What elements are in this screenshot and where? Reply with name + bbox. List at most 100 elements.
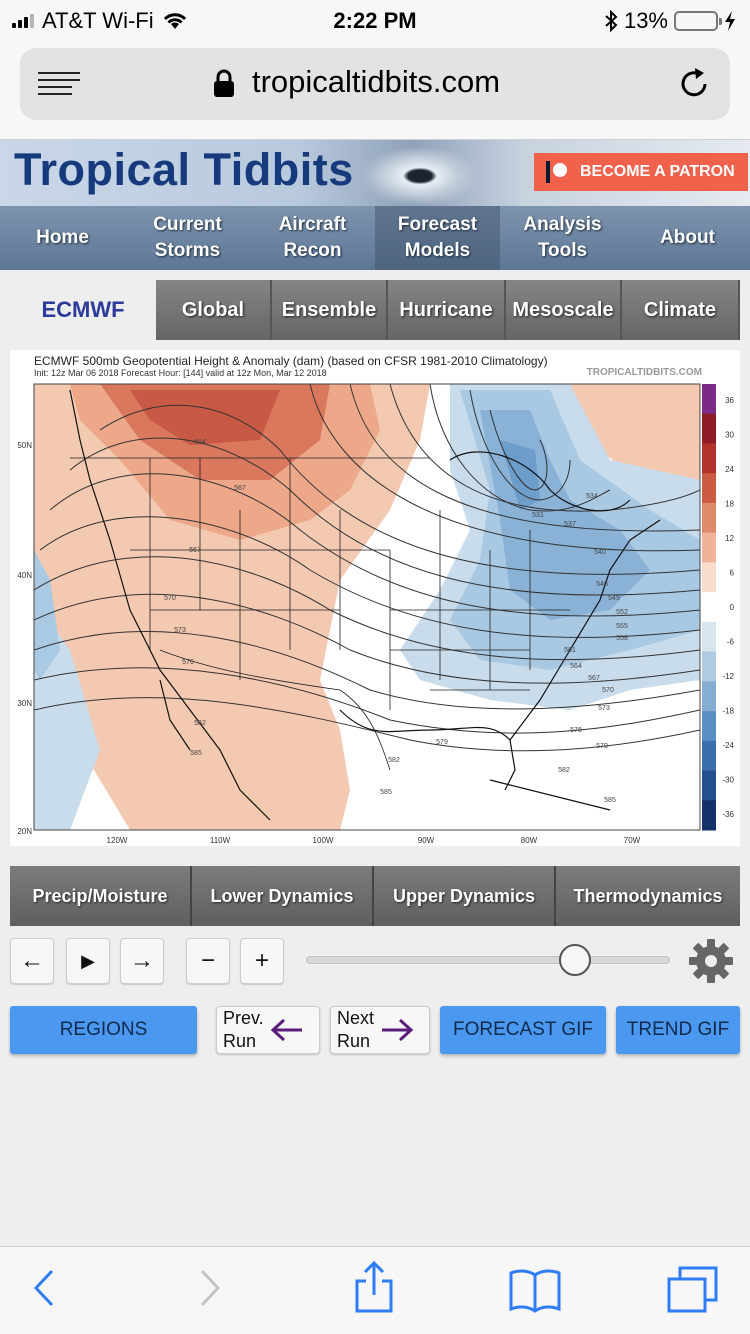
nav-current-storms[interactable]: Current Storms [153,214,222,261]
back-icon[interactable] [30,1265,56,1311]
lat-label: 20N [17,827,32,836]
colorbar-swatch [702,532,716,563]
colorbar-label: 12 [725,534,734,543]
previous-run-button[interactable]: Prev. Run [216,1006,320,1054]
clock: 2:22 PM [333,8,417,33]
reader-menu-icon[interactable] [38,72,80,98]
share-icon[interactable] [352,1261,396,1315]
contour-label: 579 [596,743,608,750]
regions-button[interactable]: REGIONS [10,1006,197,1054]
contour-label: 573 [598,705,610,712]
zoom-in-button[interactable]: + [240,938,284,984]
nav-analysis-tools[interactable]: Analysis Tools [523,214,602,261]
contour-label: 534 [586,493,598,500]
contour-label: 537 [564,521,576,528]
contour-label: 552 [616,609,628,616]
nav-home[interactable]: Home [36,227,89,248]
category-lower-dynamics[interactable]: Lower Dynamics [192,866,374,926]
tabs-icon[interactable] [666,1265,720,1315]
current-model-label: ECMWF [41,297,125,322]
colorbar-swatch [702,621,716,653]
tab-hurricane[interactable]: Hurricane [388,280,506,340]
carrier-label: AT&T Wi-Fi [42,8,154,33]
colorbar-swatch [702,473,716,504]
lat-label: 50N [17,441,32,450]
colorbar-label: 24 [725,465,734,474]
status-bar: AT&T Wi-Fi 2:22 PM 13% [0,0,750,40]
patreon-icon [546,161,568,183]
category-precip-moisture[interactable]: Precip/Moisture [10,866,192,926]
forward-icon[interactable] [198,1265,224,1311]
lon-label: 100W [313,836,334,845]
lon-label: 90W [418,836,435,845]
tab-ensemble[interactable]: Ensemble [272,280,388,340]
main-nav: Home Current Storms Aircraft Recon Forec… [0,206,750,270]
category-upper-dynamics[interactable]: Upper Dynamics [374,866,556,926]
category-thermodynamics[interactable]: Thermodynamics [556,866,740,926]
contour-label: 567 [588,675,600,682]
contour-label: 567 [234,485,246,492]
contour-label: 573 [174,627,186,634]
nav-aircraft-recon[interactable]: Aircraft Recon [278,214,347,261]
lon-label: 80W [521,836,538,845]
forecast-gif-button[interactable]: FORECAST GIF [440,1006,606,1054]
next-frame-button[interactable]: → [120,938,164,984]
colorbar-swatch [702,711,716,742]
contour-label: 558 [616,635,628,642]
zoom-out-button[interactable]: − [186,938,230,984]
colorbar-label: -30 [722,776,734,785]
contour-label: 582 [388,757,400,764]
charging-icon [725,11,735,31]
colorbar-swatch [702,413,716,444]
battery-percent: 13% [623,8,668,33]
tab-global[interactable]: Global [156,280,272,340]
browser-toolbar [0,1246,750,1334]
colorbar-swatch [702,502,716,534]
url-text[interactable]: tropicaltidbits.com [252,64,501,99]
signal-icon [12,14,34,28]
contour-label: 564 [570,663,582,670]
contour-label: 585 [604,797,616,804]
bluetooth-icon [605,10,618,32]
frame-slider-track[interactable] [306,956,670,964]
contour-label: 546 [596,581,608,588]
bookmarks-icon[interactable] [508,1267,562,1313]
arrow-left-icon [270,1018,302,1042]
tab-mesoscale[interactable]: Mesoscale [506,280,622,340]
gear-icon[interactable] [686,936,736,986]
previous-frame-button[interactable]: ← [10,938,54,984]
colorbar-label: -12 [722,672,734,681]
contour-label: 531 [532,512,544,519]
patron-label: BECOME A PATRON [580,163,735,180]
contour-label: 582 [194,720,206,727]
forecast-map[interactable]: 36 30 24 18 12 6 0 -6 -12 -18 -24 -30 -36 50N 40N 30N 2… [10,350,740,846]
colorbar-label: 18 [725,500,734,509]
trend-gif-button[interactable]: TREND GIF [616,1006,740,1054]
battery-icon [674,11,722,31]
address-bar[interactable]: tropicaltidbits.com [20,48,730,120]
map-subtitle: Init: 12z Mar 06 2018 Forecast Hour: [14… [34,368,327,378]
frame-slider-thumb[interactable] [559,944,592,976]
nav-about[interactable]: About [660,227,715,248]
contour-label: 570 [164,595,176,602]
nav-forecast-models[interactable]: Forecast Models [375,206,500,270]
become-patron-button[interactable]: BECOME A PATRON [534,153,748,191]
map-title: ECMWF 500mb Geopotential Height & Anomal… [34,354,548,368]
wifi-icon [163,13,186,29]
previous-run-label: Prev. Run [223,1008,264,1051]
colorbar-label: -18 [722,707,734,716]
hurricane-banner-image [360,146,480,206]
model-tabs: ECMWF Global Ensemble Hurricane Mesoscal… [0,280,750,342]
colorbar-label: -6 [727,638,735,647]
play-button[interactable]: ▶ [66,938,110,984]
reload-icon[interactable] [676,66,712,102]
contour-label: 564 [194,439,206,446]
next-run-button[interactable]: Next Run [330,1006,430,1054]
tab-climate[interactable]: Climate [622,280,740,340]
colorbar-label: 6 [730,569,735,578]
contour-label: 585 [190,750,202,757]
lat-label: 40N [17,571,32,580]
site-logo[interactable]: Tropical Tidbits [14,144,354,195]
colorbar-swatch [702,770,716,801]
contour-label: 561 [564,647,576,654]
